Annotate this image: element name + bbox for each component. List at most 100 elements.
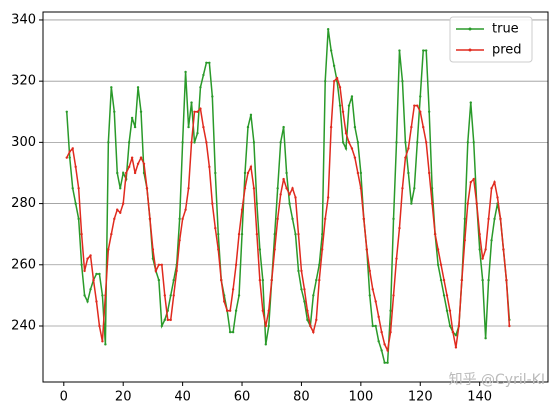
point bbox=[68, 156, 71, 159]
point bbox=[74, 202, 77, 205]
point bbox=[231, 288, 235, 291]
point bbox=[347, 141, 351, 144]
point bbox=[172, 294, 175, 297]
point bbox=[95, 300, 98, 303]
point bbox=[77, 217, 80, 221]
point bbox=[92, 278, 95, 282]
point bbox=[439, 263, 443, 266]
point bbox=[404, 141, 407, 144]
point bbox=[294, 232, 297, 236]
point bbox=[329, 49, 333, 52]
x-tick-label: 20 bbox=[115, 390, 132, 405]
point bbox=[505, 278, 508, 282]
point bbox=[282, 177, 285, 181]
point bbox=[119, 211, 122, 214]
point bbox=[205, 141, 208, 144]
point bbox=[341, 141, 345, 144]
point bbox=[350, 147, 354, 150]
point bbox=[199, 86, 202, 89]
point bbox=[430, 202, 434, 205]
point bbox=[368, 269, 371, 273]
point bbox=[116, 208, 119, 211]
point bbox=[80, 263, 83, 266]
point bbox=[484, 337, 487, 340]
point bbox=[297, 232, 300, 236]
point bbox=[285, 187, 288, 190]
point bbox=[157, 263, 161, 266]
point bbox=[353, 125, 357, 129]
x-tick-label: 40 bbox=[174, 390, 191, 405]
point bbox=[297, 269, 300, 273]
point bbox=[89, 254, 92, 257]
point bbox=[160, 324, 164, 328]
point bbox=[145, 187, 149, 190]
point bbox=[243, 187, 247, 190]
point bbox=[276, 187, 279, 190]
point bbox=[478, 232, 481, 236]
point bbox=[332, 79, 336, 83]
point bbox=[169, 294, 172, 297]
point bbox=[193, 141, 196, 144]
point bbox=[175, 269, 178, 273]
point bbox=[493, 180, 496, 184]
point bbox=[371, 324, 374, 328]
point bbox=[101, 294, 104, 297]
point bbox=[202, 125, 205, 129]
point bbox=[469, 180, 472, 184]
point bbox=[122, 171, 125, 175]
point bbox=[306, 309, 309, 312]
point bbox=[113, 217, 116, 221]
point bbox=[487, 217, 490, 221]
point bbox=[270, 278, 273, 282]
point bbox=[309, 324, 312, 328]
point bbox=[261, 309, 265, 312]
point bbox=[80, 232, 83, 236]
point bbox=[119, 187, 122, 190]
point bbox=[475, 202, 478, 205]
point bbox=[291, 217, 294, 221]
y-tick-label: 260 bbox=[11, 257, 36, 272]
point bbox=[166, 318, 169, 322]
point bbox=[413, 187, 416, 190]
point bbox=[324, 79, 327, 83]
point bbox=[228, 330, 232, 334]
point bbox=[463, 239, 467, 242]
point bbox=[107, 141, 110, 144]
point bbox=[383, 343, 386, 346]
y-tick-label: 280 bbox=[11, 196, 36, 211]
point bbox=[196, 131, 199, 135]
point bbox=[89, 288, 92, 291]
point bbox=[74, 165, 77, 169]
point bbox=[142, 162, 146, 165]
point bbox=[442, 294, 446, 297]
point bbox=[288, 202, 291, 205]
point bbox=[454, 346, 458, 349]
point bbox=[356, 141, 360, 144]
point bbox=[478, 248, 481, 251]
point bbox=[377, 315, 380, 319]
point bbox=[407, 171, 410, 175]
point bbox=[383, 361, 386, 364]
point bbox=[389, 309, 392, 312]
point bbox=[425, 141, 428, 144]
plot-frame bbox=[42, 11, 549, 383]
point bbox=[258, 278, 262, 282]
point bbox=[315, 278, 318, 282]
point bbox=[285, 171, 288, 175]
point bbox=[365, 248, 368, 251]
point bbox=[211, 95, 214, 98]
point bbox=[410, 202, 413, 205]
point bbox=[303, 300, 306, 303]
point bbox=[496, 196, 499, 199]
point bbox=[148, 217, 152, 221]
point bbox=[133, 125, 137, 129]
point bbox=[237, 294, 241, 297]
point bbox=[267, 309, 270, 312]
point bbox=[448, 309, 452, 312]
point bbox=[288, 193, 291, 196]
point bbox=[344, 131, 348, 135]
point bbox=[321, 248, 324, 251]
point bbox=[273, 232, 276, 236]
point bbox=[300, 269, 303, 273]
point bbox=[101, 340, 104, 343]
